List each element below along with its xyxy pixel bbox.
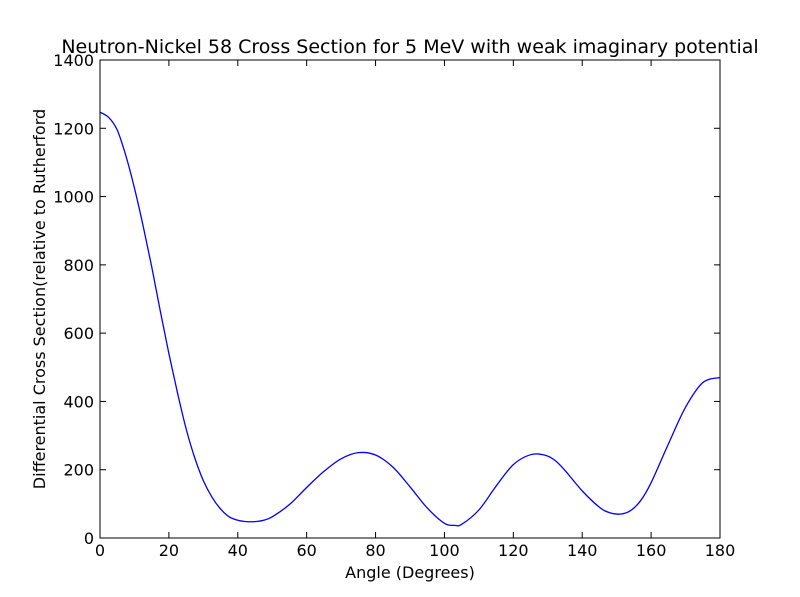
series-lines [99,111,721,527]
plot-area [100,60,720,538]
y-tick-label: 1000 [53,188,94,207]
x-axis-label: Angle (Degrees) [345,563,475,582]
x-tick-label: 20 [159,541,179,560]
x-tick-label: 40 [228,541,248,560]
y-tick-label: 1400 [53,51,94,70]
y-tick-label: 400 [63,392,94,411]
y-tick-label: 0 [84,529,94,548]
x-tick-label: 100 [429,541,460,560]
y-tick-label: 1200 [53,119,94,138]
chart-title: Neutron-Nickel 58 Cross Section for 5 Me… [61,36,758,58]
x-tick-label: 140 [567,541,598,560]
x-tick-label: 160 [636,541,667,560]
y-tick-label: 800 [63,256,94,275]
y-axis-label: Differential Cross Section(relative to R… [30,109,49,489]
y-tick-label: 200 [63,461,94,480]
series-line [99,111,721,527]
y-axis: 0 200 400 600 800 1000 1200 1400 [53,51,720,548]
x-tick-label: 180 [705,541,736,560]
y-tick-label: 600 [63,324,94,343]
x-tick-label: 80 [365,541,385,560]
x-tick-label: 0 [95,541,105,560]
x-tick-label: 120 [498,541,529,560]
x-axis: 0 20 40 60 80 100 120 140 160 180 [95,60,735,560]
x-tick-label: 60 [296,541,316,560]
plot-frame [99,59,721,539]
